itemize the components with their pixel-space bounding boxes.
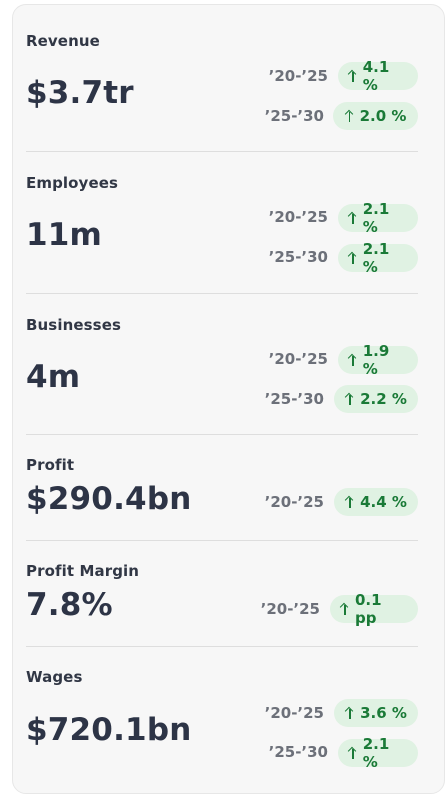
metric-value: $3.7tr (26, 75, 134, 111)
arrow-up-icon (345, 707, 354, 719)
divider (26, 434, 418, 435)
divider (26, 151, 418, 152)
growth-period: ’20-’25 (268, 67, 328, 85)
growth-value: 2.2 % (360, 390, 407, 408)
growth-badge: 0.1 pp (330, 591, 418, 627)
growth-period: ’20-’25 (268, 350, 328, 368)
growth-period: ’25-’30 (268, 743, 328, 761)
growth-value: 1.9 % (362, 342, 390, 378)
growth-value: 2.1 % (362, 240, 390, 276)
metric-label: Profit Margin (26, 562, 140, 580)
growth-value: 4.4 % (360, 493, 407, 511)
growth-badge: 4.1 % (338, 58, 418, 94)
growth-value: 3.6 % (360, 704, 407, 722)
metric-value: 4m (26, 359, 81, 395)
metric-value: $720.1bn (26, 712, 192, 748)
metric-value: 11m (26, 217, 103, 253)
growth-badge: 2.2 % (334, 385, 418, 413)
growth-period: ’20-’25 (260, 600, 320, 618)
growth-badge: 2.1 % (338, 240, 418, 276)
metric-value: 7.8% (26, 587, 113, 623)
metric-label: Employees (26, 174, 119, 192)
growth-period: ’20-’25 (264, 704, 324, 722)
growth-badge: 4.4 % (334, 488, 418, 516)
growth-value: 0.1 pp (354, 591, 382, 627)
metric-profit-margin: Profit Margin 7.8% ’20-’25 0.1 pp (26, 558, 418, 638)
divider (26, 646, 418, 647)
metric-label: Businesses (26, 316, 121, 334)
divider (26, 293, 418, 294)
growth-period: ’25-’30 (268, 248, 328, 266)
growth-value: 2.1 % (362, 735, 390, 771)
growth-value: 2.0 % (359, 107, 407, 125)
metric-businesses: Businesses 4m ’20-’25 1.9 % ’25-’30 2.2 … (26, 312, 418, 422)
arrow-up-icon (348, 747, 357, 759)
metric-value: $290.4bn (26, 481, 192, 517)
arrow-up-icon (348, 70, 357, 82)
arrow-up-icon (348, 252, 357, 264)
arrow-up-icon (345, 393, 354, 405)
growth-period: ’25-’30 (264, 390, 324, 408)
growth-period: ’20-’25 (268, 208, 328, 226)
divider (26, 540, 418, 541)
arrow-up-icon (348, 354, 357, 366)
metric-wages: Wages $720.1bn ’20-’25 3.6 % ’25-’30 2.1… (26, 664, 418, 774)
growth-badge: 3.6 % (334, 699, 418, 727)
metric-label: Revenue (26, 32, 100, 50)
metric-label: Wages (26, 668, 83, 686)
growth-badge: 2.1 % (338, 735, 418, 771)
arrow-up-icon (345, 496, 354, 508)
metric-employees: Employees 11m ’20-’25 2.1 % ’25-’30 2.1 … (26, 170, 418, 280)
growth-value: 2.1 % (362, 200, 390, 236)
metric-revenue: Revenue $3.7tr ’20-’25 4.1 % ’25-’30 2.0… (26, 28, 418, 138)
arrow-up-icon (340, 603, 349, 615)
arrow-up-icon (345, 110, 354, 122)
metric-profit: Profit $290.4bn ’20-’25 4.4 % (26, 452, 418, 532)
growth-badge: 2.1 % (338, 200, 418, 236)
metric-label: Profit (26, 456, 75, 474)
growth-badge: 1.9 % (338, 342, 418, 378)
growth-badge: 2.0 % (333, 102, 418, 130)
growth-period: ’25-’30 (264, 107, 324, 125)
growth-period: ’20-’25 (264, 493, 324, 511)
growth-value: 4.1 % (362, 58, 390, 94)
arrow-up-icon (348, 212, 357, 224)
